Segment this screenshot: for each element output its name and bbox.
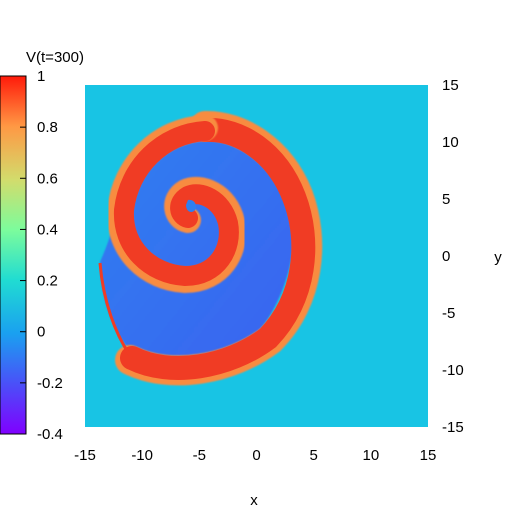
- colorbar-tick-label: 0: [37, 324, 45, 341]
- y-axis-ticks: 15 10 5 0 -5 -10 -15: [442, 77, 464, 436]
- y-tick-label: -5: [442, 305, 455, 322]
- x-tick-label: 15: [420, 447, 437, 464]
- colorbar-tick-label: 0.8: [37, 119, 58, 136]
- spiral-core: [186, 199, 197, 213]
- plot-area: [85, 85, 428, 427]
- x-tick-label: -5: [193, 447, 206, 464]
- colorbar-title: V(t=300): [26, 49, 84, 66]
- outer-wave: [120, 117, 316, 380]
- colorbar-tick-label: 0.2: [37, 273, 58, 290]
- x-axis-ticks: -15 -10 -5 0 5 10 15: [74, 447, 436, 464]
- colorbar-tick-label: 0.4: [37, 221, 58, 238]
- y-tick-label: 10: [442, 134, 459, 151]
- y-tick-label: 0: [442, 248, 450, 265]
- y-tick-label: 5: [442, 191, 450, 208]
- colorbar-tick-label: -0.2: [37, 375, 63, 392]
- y-tick-label: -10: [442, 362, 464, 379]
- x-tick-label: -15: [74, 447, 96, 464]
- y-axis-label: y: [494, 249, 502, 266]
- colorbar-tick-label: -0.4: [37, 426, 63, 443]
- refractory-region: [100, 130, 294, 371]
- x-tick-label: 10: [362, 447, 379, 464]
- colorbar-ticks: 1 0.8 0.6 0.4 0.2 0 -0.2 -0.4: [20, 68, 63, 443]
- x-tick-label: 5: [309, 447, 317, 464]
- wave-tail: [98, 262, 134, 359]
- x-axis-label: x: [250, 492, 258, 509]
- inner-wave: [113, 121, 239, 287]
- y-tick-label: -15: [442, 419, 464, 436]
- colorbar-tick-label: 0.6: [37, 170, 58, 187]
- colorbar-tick-label: 1: [37, 68, 45, 85]
- colorbar-gradient: [0, 75, 27, 435]
- colorbar: V(t=300) 1 0.8 0.6 0.4 0.2 0 -0.2 -0.4: [0, 49, 84, 443]
- x-tick-label: 0: [252, 447, 260, 464]
- y-tick-label: 15: [442, 77, 459, 94]
- x-tick-label: -10: [131, 447, 153, 464]
